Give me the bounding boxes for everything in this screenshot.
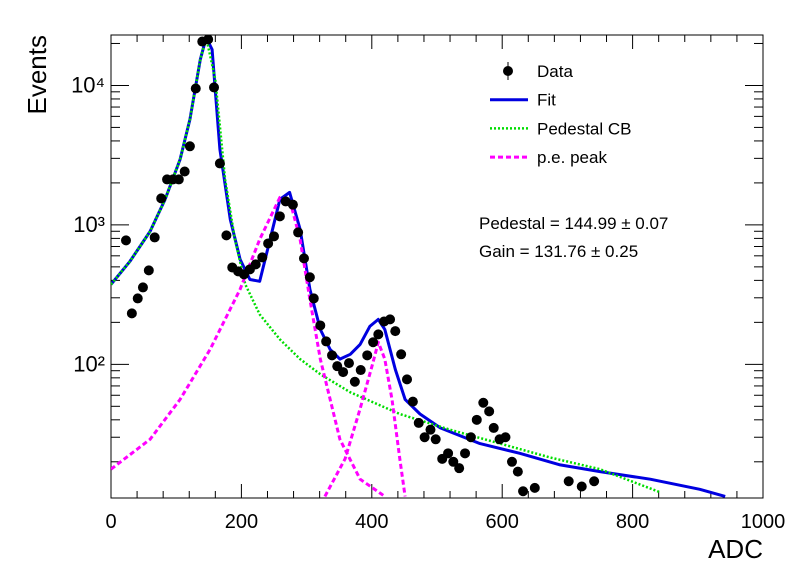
data-point xyxy=(448,456,459,467)
data-point xyxy=(173,174,184,185)
data-point xyxy=(385,314,396,325)
data-point xyxy=(430,434,441,445)
data-point xyxy=(349,376,360,387)
plot-area xyxy=(111,35,726,498)
annotation: Gain = 131.76 ± 0.25 xyxy=(479,242,638,261)
x-tick-label: 600 xyxy=(486,511,519,533)
data-point xyxy=(269,231,279,242)
data-point xyxy=(407,396,418,407)
data-point xyxy=(132,293,143,304)
legend-label: Pedestal CB xyxy=(537,119,632,138)
legend-label: Data xyxy=(537,62,573,81)
plot-frame xyxy=(110,34,764,499)
legend-symbol xyxy=(503,66,513,76)
data-point xyxy=(179,166,190,177)
data-point xyxy=(120,235,131,246)
data-point xyxy=(327,350,338,361)
data-point xyxy=(287,199,298,210)
data-point xyxy=(396,349,407,360)
data-point xyxy=(274,211,285,222)
data-point xyxy=(506,456,517,467)
data-point xyxy=(518,486,529,497)
data-point xyxy=(471,414,482,425)
data-point xyxy=(460,448,471,459)
y-tick-label: 10³ xyxy=(73,212,105,237)
x-tick-label: 1000 xyxy=(741,511,786,533)
data-point xyxy=(203,35,214,45)
data-point xyxy=(478,397,489,408)
data-point xyxy=(143,265,154,276)
data-point xyxy=(484,406,495,417)
data-point xyxy=(454,463,465,474)
data-point xyxy=(257,252,268,263)
data-point xyxy=(149,232,160,243)
data-point xyxy=(315,320,326,331)
data-point xyxy=(589,476,600,487)
legend-label: p.e. peak xyxy=(537,148,607,167)
x-tick-label: 800 xyxy=(616,511,649,533)
data-point xyxy=(338,367,349,378)
data-point xyxy=(419,432,430,443)
data-point xyxy=(563,476,574,487)
y-tick-label: 10⁴ xyxy=(71,72,105,97)
data-point xyxy=(529,482,540,493)
data-point xyxy=(425,424,436,435)
x-tick-label: 200 xyxy=(225,511,258,533)
data-point xyxy=(250,259,261,270)
x-tick-label: 0 xyxy=(105,511,116,533)
data-point xyxy=(576,481,587,492)
data-point xyxy=(368,337,379,348)
annotation: Pedestal = 144.99 ± 0.07 xyxy=(479,214,668,233)
data-point xyxy=(390,326,401,337)
data-point xyxy=(190,83,201,94)
data-point xyxy=(355,365,366,376)
data-point xyxy=(512,466,523,477)
x-tick-label: 400 xyxy=(355,511,388,533)
data-point xyxy=(413,417,424,428)
y-tick-label: 10² xyxy=(73,351,105,376)
data-point xyxy=(402,374,413,385)
x-axis-title: ADC xyxy=(708,534,763,564)
data-point xyxy=(500,432,511,443)
data-point xyxy=(304,272,315,283)
data-point xyxy=(298,253,309,264)
data-point xyxy=(308,293,319,304)
data-point xyxy=(209,82,220,93)
data-point xyxy=(126,308,137,319)
data-point xyxy=(214,158,225,169)
data-point xyxy=(184,141,195,152)
legend-label: Fit xyxy=(537,91,556,110)
y-axis-title: Events xyxy=(22,35,52,115)
data-point xyxy=(465,432,476,443)
data-point xyxy=(488,422,499,433)
data-point xyxy=(443,448,454,459)
data-point xyxy=(293,227,304,238)
data-point xyxy=(263,238,274,249)
data-point xyxy=(373,329,384,340)
data-point xyxy=(362,350,373,361)
data-point xyxy=(343,358,354,369)
curve xyxy=(111,36,661,494)
data-point xyxy=(137,282,148,293)
data-point xyxy=(321,336,332,347)
data-point xyxy=(221,230,232,241)
data-point xyxy=(156,193,167,204)
